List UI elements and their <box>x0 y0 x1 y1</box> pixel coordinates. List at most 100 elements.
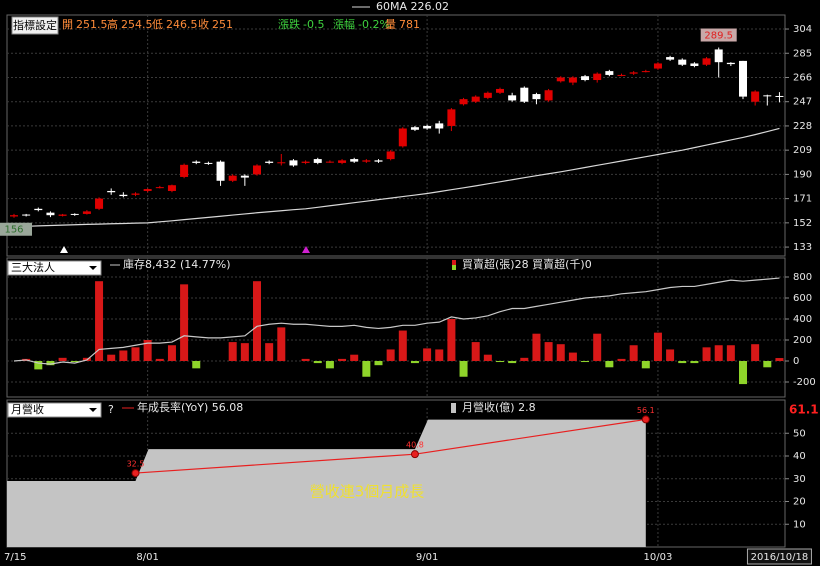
revenue-legend: 月營收(億) 2.8 <box>462 400 536 414</box>
quote-value: 246.5 <box>166 18 198 31</box>
bar <box>131 347 140 361</box>
bar <box>593 333 602 361</box>
candle-body <box>362 160 371 162</box>
indicator-select-label[interactable]: 月營收 <box>11 402 44 416</box>
candle-body <box>228 175 237 181</box>
bar <box>228 342 237 361</box>
indicator-select[interactable] <box>7 402 102 418</box>
bar <box>423 348 432 361</box>
help[interactable]: ? <box>108 403 114 416</box>
y-tick-label: 20 <box>793 497 806 508</box>
yoy-value: 56.08 <box>212 401 244 414</box>
candle-body <box>313 159 322 163</box>
candle-body <box>653 63 662 69</box>
bar <box>70 360 79 363</box>
bar <box>34 360 43 370</box>
bar <box>265 343 274 361</box>
bar <box>556 344 565 361</box>
candle-body <box>544 90 553 101</box>
y-tick-label: 228 <box>793 121 812 132</box>
yoy-point <box>410 450 419 459</box>
candle-body <box>155 187 164 189</box>
candle-body <box>568 77 577 83</box>
candle-body <box>410 127 419 130</box>
bar <box>617 358 626 361</box>
quote-value: 251 <box>212 18 233 31</box>
bar <box>192 360 201 369</box>
yoy-name: 年成長率(YoY) <box>137 400 208 414</box>
bar <box>435 349 444 361</box>
candle-body <box>46 212 55 216</box>
bar <box>520 357 529 361</box>
candle-body <box>459 99 468 105</box>
date-box <box>746 548 812 565</box>
institution-panel <box>6 257 786 398</box>
quote-label: 高 <box>107 17 118 31</box>
holding-legend: 庫存8,432 (14.77%) <box>123 257 231 271</box>
bar <box>739 360 747 385</box>
y-tick-label: 200 <box>793 335 812 346</box>
candle-body <box>726 62 735 65</box>
bar <box>775 358 784 361</box>
quote: 開 251.5高 254.5低 246.5收 251 漲跌 -0.5 漲幅 -0.2%量 781 <box>62 17 420 31</box>
candle-body <box>180 164 189 177</box>
bar <box>240 343 249 361</box>
candle-body <box>131 193 140 195</box>
bar <box>277 327 286 361</box>
settings-button[interactable] <box>11 16 59 35</box>
quote-value: 254.5 <box>121 18 153 31</box>
indicator-select[interactable] <box>7 260 102 276</box>
candle-body <box>581 76 590 81</box>
bar <box>532 333 541 361</box>
yoy-label: 32.5 <box>127 460 145 469</box>
bar <box>325 360 334 369</box>
candle-body <box>265 161 274 163</box>
bar <box>653 332 662 361</box>
candle-body <box>70 213 79 215</box>
extra-name: 買賣超(千) <box>532 257 585 271</box>
axis-max-label: 61.1 <box>789 403 819 417</box>
bar <box>107 354 116 361</box>
bar <box>483 354 492 361</box>
candle-body <box>192 161 201 163</box>
bar <box>313 360 322 364</box>
bar <box>508 360 517 364</box>
revenue-legend-icon <box>451 403 456 413</box>
revenue-name: 月營收(億) <box>462 400 515 414</box>
bar-value: 28 <box>515 258 529 271</box>
bar <box>678 360 687 364</box>
bar-legend-icon <box>452 265 456 270</box>
bar <box>253 281 261 361</box>
bar <box>155 358 164 361</box>
candle-body <box>301 161 310 163</box>
revenue-value: 2.8 <box>518 401 536 414</box>
yoy-point <box>131 469 140 478</box>
bar <box>666 349 675 361</box>
annotation: 營收連3個月成長 <box>310 483 425 501</box>
high-label-box <box>700 28 737 42</box>
candle-body <box>34 208 43 211</box>
bar <box>350 354 359 361</box>
y-tick-label: 10 <box>793 519 806 530</box>
settings-button-label[interactable]: 指標設定 <box>13 18 57 32</box>
y-tick-label: 247 <box>793 97 812 108</box>
bar <box>167 345 176 361</box>
quote-label: 量 <box>385 18 396 31</box>
bar <box>447 318 456 361</box>
candle-body <box>641 71 650 73</box>
candle-body <box>58 214 67 216</box>
candle-body <box>374 160 383 162</box>
yoy-legend: 年成長率(YoY) 56.08 <box>137 400 243 414</box>
candle-body <box>593 73 602 81</box>
x-tick-label: 9/01 <box>416 552 438 563</box>
candle-body <box>775 95 784 97</box>
bar <box>338 358 347 361</box>
bar <box>143 339 152 361</box>
candle-body <box>739 60 747 97</box>
indicator-select-label[interactable]: 三大法人 <box>11 260 55 274</box>
bar <box>690 360 699 364</box>
ma-value: 226.02 <box>411 0 450 13</box>
x-tick-label: 7/15 <box>4 552 26 563</box>
bar <box>374 360 383 366</box>
